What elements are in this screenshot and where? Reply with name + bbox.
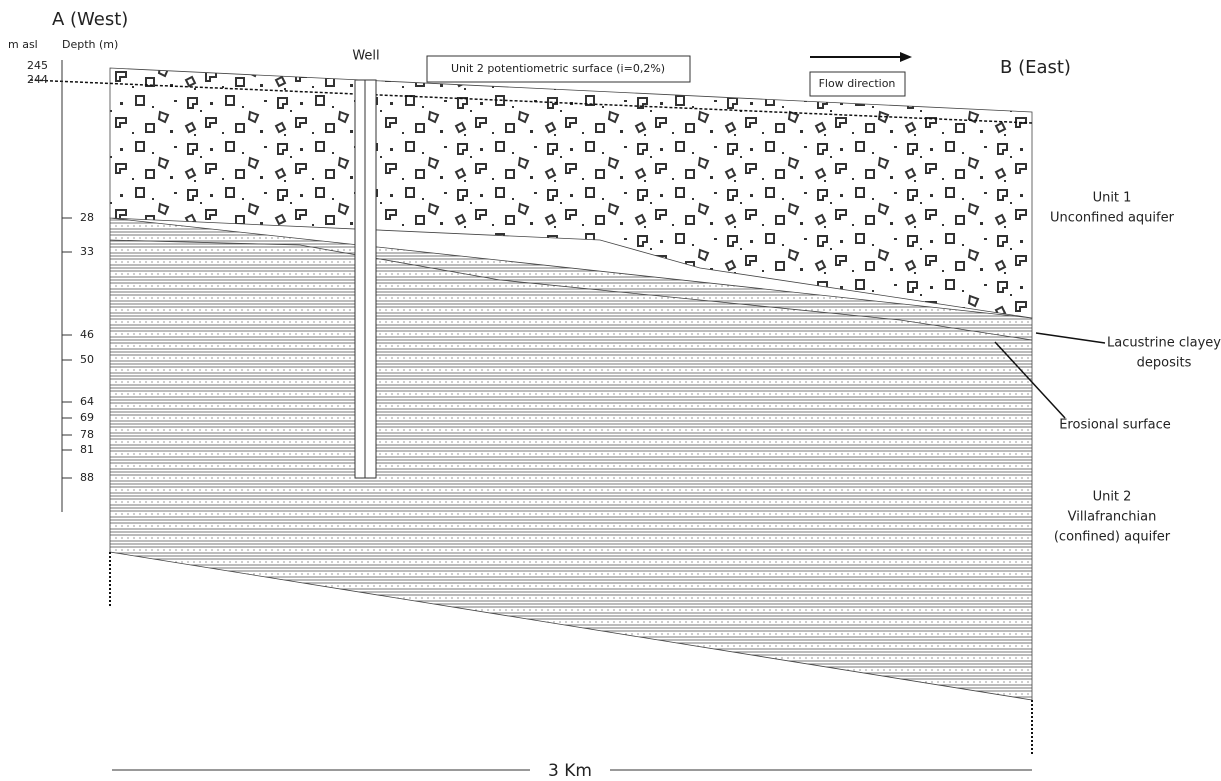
- elevation-label: 245: [27, 59, 48, 72]
- callout-text: Lacustrine clayey: [1107, 336, 1221, 351]
- unit2-title: Unit 2: [1093, 490, 1132, 505]
- depth-label: 81: [80, 443, 94, 456]
- well-label: Well: [352, 49, 379, 64]
- unit1-title: Unit 1: [1093, 191, 1132, 206]
- depth-label: 69: [80, 411, 94, 424]
- unit1-subtitle: Unconfined aquifer: [1050, 211, 1175, 226]
- scale-label: 3 Km: [548, 761, 592, 781]
- unit2-line: Villafranchian: [1068, 510, 1157, 525]
- cross-section: 28 33 46 50 64 69 78 81 88 A (West) B (East) m a…: [0, 0, 1221, 781]
- east-label: B (East): [1000, 57, 1071, 78]
- depth-label: 88: [80, 471, 94, 484]
- callout-text: deposits: [1137, 356, 1192, 371]
- flow-label: Flow direction: [819, 77, 896, 90]
- depth-label: 46: [80, 328, 94, 341]
- potentiometric-label: Unit 2 potentiometric surface (i=0,2%): [451, 62, 665, 75]
- geology: [30, 52, 1105, 770]
- unit2-line: (confined) aquifer: [1054, 530, 1171, 545]
- depth-label: 33: [80, 245, 94, 258]
- elevation-title: m asl: [8, 38, 38, 51]
- west-label: A (West): [52, 9, 128, 30]
- depth-title: Depth (m): [62, 38, 118, 51]
- elevation-label: 244: [27, 73, 48, 86]
- depth-label: 50: [80, 353, 94, 366]
- depth-label: 28: [80, 211, 94, 224]
- callout-text: Erosional surface: [1059, 418, 1171, 433]
- depth-label: 78: [80, 428, 94, 441]
- depth-label: 64: [80, 395, 94, 408]
